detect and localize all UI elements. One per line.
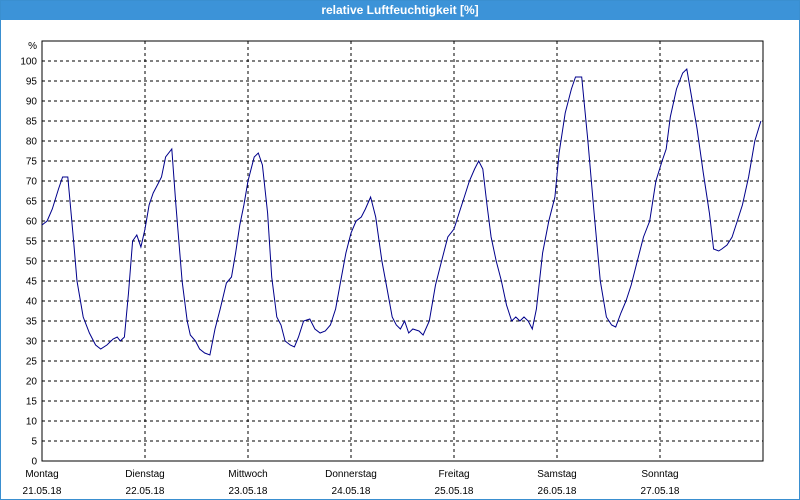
humidity-series-line bbox=[41, 67, 762, 356]
chart-title: relative Luftfeuchtigkeit [%] bbox=[1, 1, 799, 20]
y-tick-label-45: 45 bbox=[26, 277, 38, 288]
y-tick-label-5: 5 bbox=[31, 437, 37, 448]
x-tick-date-6: 27.05.18 bbox=[641, 486, 680, 497]
y-tick-label-90: 90 bbox=[26, 97, 38, 108]
y-tick-label-55: 55 bbox=[26, 237, 38, 248]
x-tick-date-1: 22.05.18 bbox=[126, 486, 165, 497]
x-tick-date-0: 21.05.18 bbox=[23, 486, 62, 497]
y-tick-label-40: 40 bbox=[26, 297, 38, 308]
x-tick-labels: Montag 21.05.18 Dienstag 22.05.18 Mittwoch 23… bbox=[23, 469, 680, 497]
y-tick-label-85: 85 bbox=[26, 117, 38, 128]
y-tick-labels: 0 5 10 15 20 25 30 35 40 45 50 55 60 65 70 75 80 85 90 95 10… bbox=[20, 57, 37, 468]
x-tick-day-2: Mittwoch bbox=[228, 469, 267, 480]
y-tick-label-50: 50 bbox=[26, 257, 38, 268]
plot-area bbox=[41, 40, 764, 462]
x-tick-day-4: Freitag bbox=[438, 469, 469, 480]
y-tick-label-70: 70 bbox=[26, 177, 38, 188]
x-tick-day-5: Samstag bbox=[537, 469, 576, 480]
x-tick-day-3: Donnerstag bbox=[325, 469, 377, 480]
y-tick-label-75: 75 bbox=[26, 157, 38, 168]
y-tick-label-100: 100 bbox=[20, 57, 37, 68]
x-tick-date-4: 25.05.18 bbox=[435, 486, 474, 497]
vertical-gridlines bbox=[144, 41, 661, 461]
x-tick-date-3: 24.05.18 bbox=[332, 486, 371, 497]
x-tick-date-5: 26.05.18 bbox=[538, 486, 577, 497]
y-tick-label-30: 30 bbox=[26, 337, 38, 348]
x-tick-day-1: Dienstag bbox=[125, 469, 164, 480]
x-tick-date-2: 23.05.18 bbox=[229, 486, 268, 497]
y-tick-label-65: 65 bbox=[26, 197, 38, 208]
y-tick-label-25: 25 bbox=[26, 357, 38, 368]
y-tick-label-20: 20 bbox=[26, 377, 38, 388]
y-tick-label-95: 95 bbox=[26, 77, 38, 88]
horizontal-gridlines bbox=[42, 60, 763, 442]
x-tick-day-6: Sonntag bbox=[641, 469, 678, 480]
y-tick-label-80: 80 bbox=[26, 137, 38, 148]
y-tick-label-60: 60 bbox=[26, 217, 38, 228]
y-axis-label: % bbox=[28, 41, 37, 52]
y-tick-label-15: 15 bbox=[26, 397, 38, 408]
y-tick-label-10: 10 bbox=[26, 417, 38, 428]
x-tick-day-0: Montag bbox=[25, 469, 58, 480]
y-tick-label-35: 35 bbox=[26, 317, 38, 328]
y-tick-label-0: 0 bbox=[31, 457, 37, 468]
